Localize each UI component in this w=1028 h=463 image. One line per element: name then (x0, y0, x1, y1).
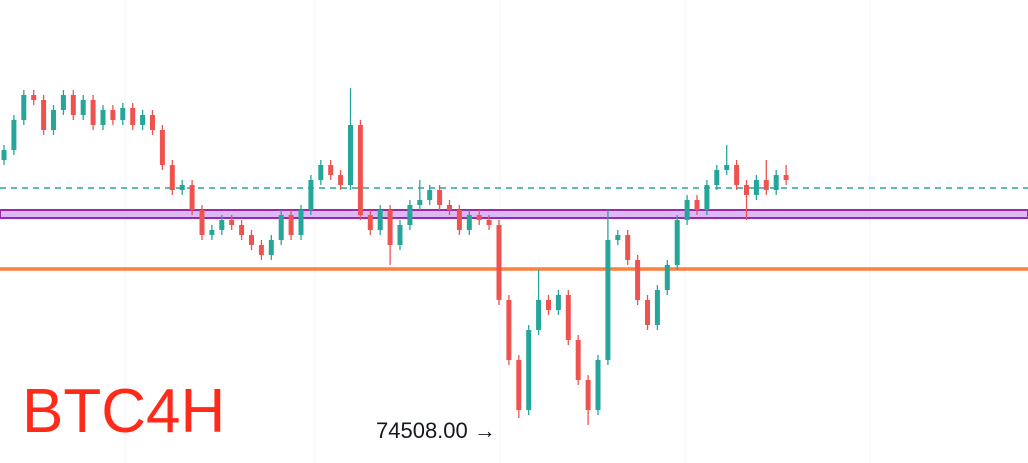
candle-body (536, 300, 542, 330)
candle-body (159, 130, 165, 165)
candle-body (635, 260, 641, 300)
candle-body (437, 190, 443, 205)
candle-body (268, 240, 274, 255)
candle-body (150, 115, 155, 130)
candle-body (684, 200, 690, 220)
candle-body (318, 165, 324, 180)
candle-body (308, 180, 314, 210)
candle-body (70, 95, 76, 115)
candle-body (51, 110, 56, 130)
candle-body (357, 125, 363, 215)
candle-body (605, 240, 611, 360)
candle-body (249, 235, 254, 245)
candle-body (506, 300, 512, 360)
candle-body (209, 230, 215, 235)
candle-body (100, 110, 106, 125)
candle-body (476, 215, 482, 220)
candle-body (417, 200, 423, 205)
candle-body (555, 295, 561, 310)
low-annotation: 74508.00 → (376, 418, 496, 443)
candle-body (338, 175, 344, 185)
candle-body (674, 220, 680, 265)
candle-body (189, 185, 195, 210)
candle-body (239, 225, 245, 235)
candle-body (734, 165, 740, 185)
candle-body (486, 220, 492, 225)
candle-body (526, 330, 532, 410)
candle-body (328, 165, 334, 175)
candle-body (664, 265, 670, 290)
candle-body (744, 185, 749, 195)
candle-body (298, 210, 304, 235)
candle-body (397, 225, 403, 245)
candle-body (120, 108, 126, 120)
candle-body (753, 180, 759, 195)
candle-body (258, 245, 264, 255)
candle-body (773, 175, 779, 190)
candle-body (496, 225, 502, 300)
candle-body (80, 100, 86, 115)
candle-body (516, 360, 522, 410)
candle-body (367, 215, 373, 230)
candle-body (763, 180, 769, 190)
candle-body (179, 185, 185, 190)
candle-body (1, 150, 7, 160)
candle-body (21, 95, 27, 120)
candle-body (199, 210, 205, 235)
candle-body (140, 115, 146, 125)
candle-body (714, 170, 720, 185)
candle-body (654, 290, 660, 325)
candle-body (387, 210, 393, 245)
price-band (0, 209, 1028, 219)
candle-body (427, 190, 433, 200)
candle-body (229, 220, 235, 225)
candle-body (694, 200, 700, 210)
candle-body (407, 205, 413, 225)
candle-body (110, 110, 116, 120)
candle-body (456, 210, 462, 230)
chart-title: BTC4H (22, 377, 225, 446)
candle-body (585, 380, 591, 410)
candle-body (169, 165, 175, 190)
candle-body (575, 340, 581, 380)
candle-body (130, 108, 136, 125)
candle-body (41, 100, 47, 130)
candle-body (645, 300, 650, 325)
candle-body (90, 100, 96, 125)
candle-body (447, 205, 452, 210)
candle-body (546, 300, 551, 310)
candle-body (565, 295, 571, 340)
candle-body (348, 125, 353, 185)
candle-body (31, 95, 37, 100)
candle-body (724, 165, 730, 170)
candle-body (704, 185, 710, 210)
candle-body (219, 220, 225, 230)
candle-body (595, 360, 601, 410)
candle-body (60, 95, 66, 110)
candle-body (278, 215, 284, 240)
candle-body (288, 215, 294, 235)
candle-body (783, 175, 789, 180)
candle-body (11, 120, 17, 150)
candle-body (615, 235, 621, 240)
candle-body (625, 235, 631, 260)
candle-body (377, 210, 383, 230)
candle-body (466, 215, 472, 230)
